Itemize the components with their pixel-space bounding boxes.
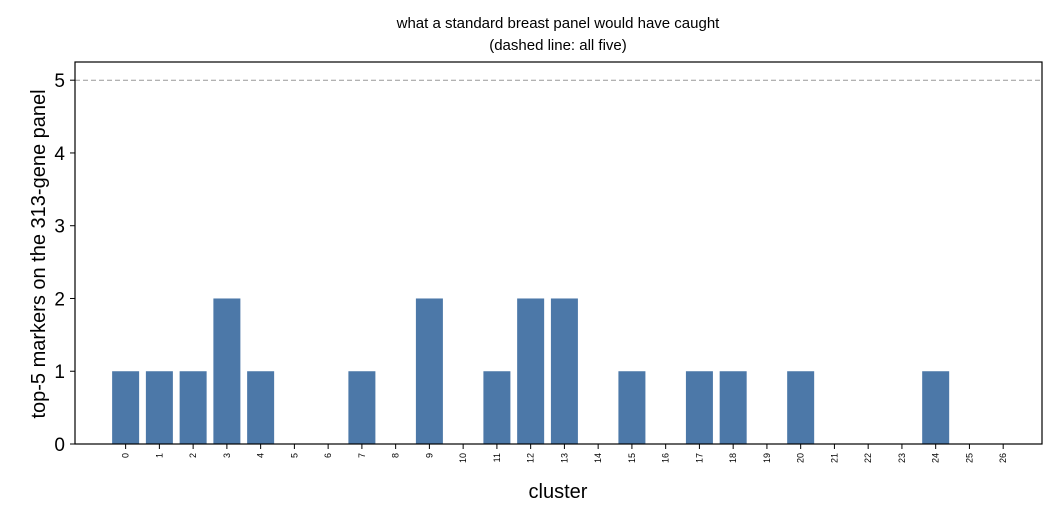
bars-group (112, 298, 950, 444)
x-tick-label: 1 (154, 453, 164, 458)
y-tick-label: 0 (54, 435, 65, 456)
x-tick-label: 15 (627, 453, 637, 463)
x-tick-label: 12 (526, 453, 536, 463)
bar-cluster-7 (348, 371, 376, 444)
x-tick-label: 7 (357, 453, 367, 458)
bar-cluster-11 (483, 371, 511, 444)
x-tick-label: 2 (188, 453, 198, 458)
chart-title: what a standard breast panel would have … (396, 15, 721, 32)
y-tick-label: 5 (54, 71, 65, 92)
bar-cluster-1 (145, 371, 173, 444)
bar-cluster-15 (618, 371, 646, 444)
x-tick-label: 16 (661, 453, 671, 463)
x-tick-label: 22 (863, 453, 873, 463)
x-tick-label: 21 (829, 453, 839, 463)
bar-cluster-17 (685, 371, 713, 444)
x-tick-label: 0 (121, 453, 131, 458)
x-tick-label: 9 (424, 453, 434, 458)
y-axis: 0 1 2 3 4 5 (54, 71, 75, 456)
bar-cluster-18 (719, 371, 747, 444)
x-tick-label: 25 (964, 453, 974, 463)
y-tick-label: 2 (54, 289, 65, 310)
x-tick-label: 14 (593, 453, 603, 463)
x-tick-label: 11 (492, 453, 502, 462)
x-axis: 0 1 2 3 4 5 6 7 8 9 10 11 12 13 14 15 16 17 18 19 20 21 22 23 24… (121, 444, 1008, 463)
x-tick-label: 10 (458, 453, 468, 463)
bar-cluster-2 (179, 371, 207, 444)
x-tick-label: 24 (931, 453, 941, 463)
y-tick-label: 4 (54, 144, 65, 165)
x-tick-label: 8 (391, 453, 401, 458)
x-tick-label: 26 (998, 453, 1008, 463)
plot-frame (74, 61, 1043, 445)
y-tick-label: 3 (54, 217, 65, 238)
x-tick-label: 23 (897, 453, 907, 463)
x-tick-label: 3 (222, 453, 232, 458)
x-tick-label: 18 (728, 453, 738, 463)
x-tick-label: 13 (559, 453, 569, 463)
bar-cluster-0 (112, 371, 140, 444)
x-tick-label: 19 (762, 453, 772, 463)
x-axis-label: cluster (529, 481, 588, 503)
bar-cluster-9 (415, 298, 443, 444)
x-tick-label: 4 (256, 453, 266, 458)
y-axis-label: top-5 markers on the 313-gene panel (28, 89, 50, 418)
bar-cluster-24 (922, 371, 950, 444)
y-tick-label: 1 (54, 362, 65, 383)
x-tick-label: 17 (694, 453, 704, 463)
x-tick-label: 5 (289, 453, 299, 458)
bar-cluster-12 (517, 298, 545, 444)
chart-subtitle: (dashed line: all five) (489, 37, 627, 54)
x-tick-label: 20 (796, 453, 806, 463)
bar-cluster-13 (550, 298, 578, 444)
x-tick-label: 6 (323, 453, 333, 458)
bar-cluster-3 (213, 298, 241, 444)
bar-cluster-20 (787, 371, 815, 444)
bar-cluster-4 (247, 371, 275, 444)
